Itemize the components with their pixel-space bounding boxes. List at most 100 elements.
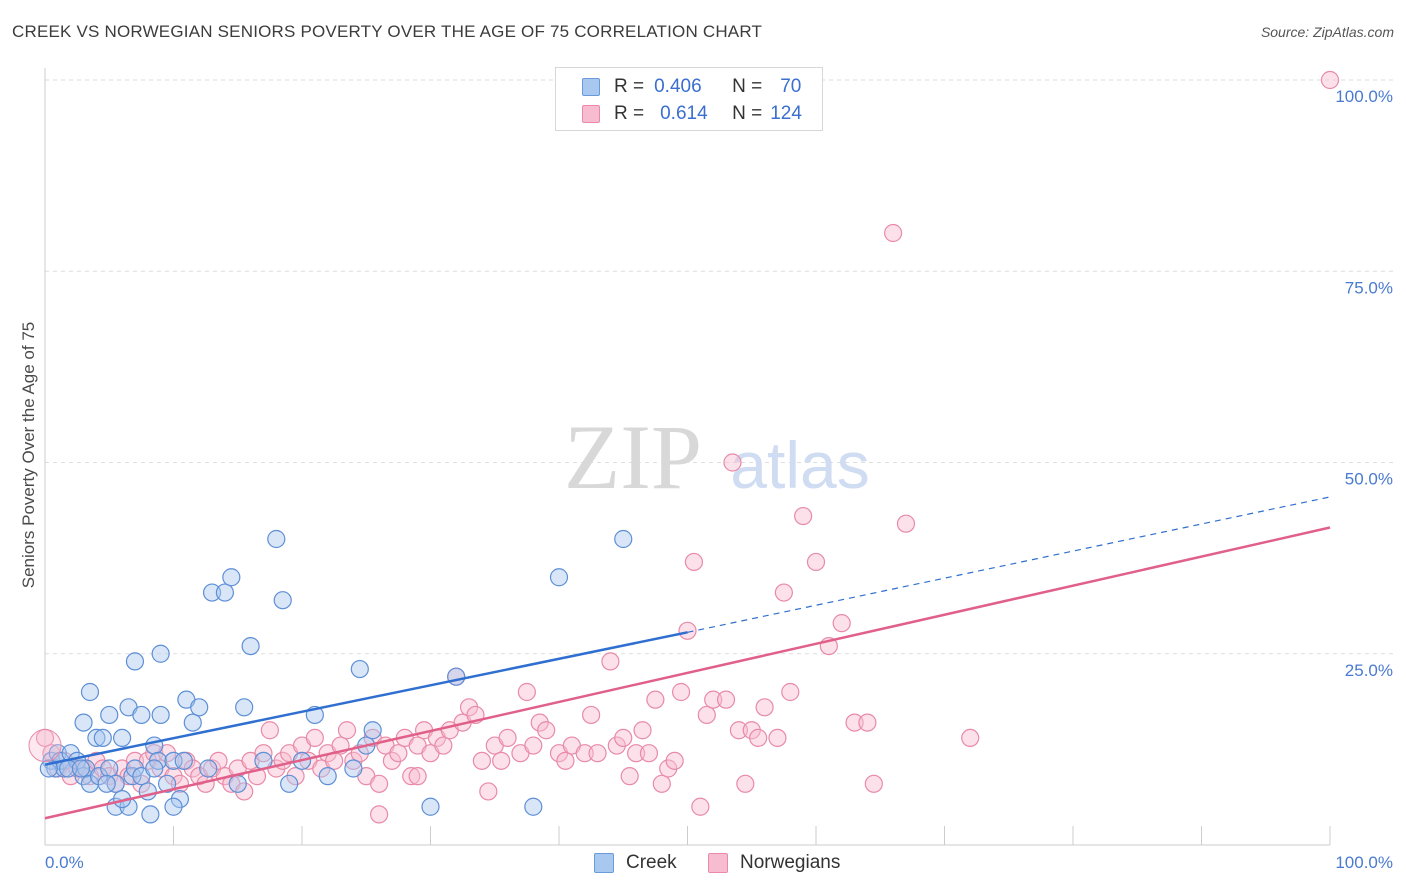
- chart-title: CREEK VS NORWEGIAN SENIORS POVERTY OVER …: [12, 22, 763, 41]
- y-tick-label: 100.0%: [1335, 87, 1393, 106]
- norwegians-point: [671, 682, 691, 702]
- creek-point: [151, 644, 170, 663]
- norwegians-point: [729, 721, 749, 740]
- norwegians-point: [652, 774, 671, 793]
- norwegians-point: [254, 744, 273, 763]
- norwegians-point: [883, 223, 903, 243]
- norwegians-point: [646, 690, 665, 709]
- norwegians-point: [524, 736, 543, 755]
- creek-point: [421, 797, 440, 816]
- creek-point: [157, 774, 177, 793]
- norwegians-point: [305, 728, 324, 748]
- creek-point: [228, 774, 247, 793]
- creek-point: [145, 759, 164, 778]
- creek-point: [100, 705, 119, 725]
- norwegians-point: [665, 751, 684, 770]
- norwegians-point: [1320, 70, 1340, 90]
- creek-point: [97, 774, 116, 793]
- creek-point: [89, 767, 109, 786]
- norwegians-point: [337, 721, 357, 740]
- norwegians-point: [575, 744, 594, 763]
- norwegians-point: [370, 805, 389, 824]
- legend-row-norwegians: R = 0.614 N = 124: [582, 101, 802, 127]
- norwegians-point: [582, 705, 601, 725]
- norwegians-point: [716, 690, 736, 709]
- creek-trend-line: [44, 631, 688, 766]
- creek-point: [267, 529, 286, 549]
- creek-point: [125, 652, 145, 671]
- creek-point: [87, 728, 106, 748]
- creek-point: [524, 797, 543, 816]
- bottom-legend-label: Norwegians: [740, 852, 841, 873]
- norwegians-point: [498, 728, 517, 748]
- creek-point: [447, 667, 466, 686]
- norwegians-point: [260, 721, 279, 740]
- legend-r-label: R =: [614, 76, 645, 97]
- norwegians-point: [639, 744, 659, 763]
- norwegians-point: [794, 506, 813, 526]
- creek-point: [93, 728, 112, 748]
- legend-n-value: 70: [780, 76, 802, 97]
- norwegians-trend-line: [44, 526, 1331, 820]
- creek-point: [80, 682, 100, 702]
- bottom-legend-swatch-creek: [594, 853, 614, 873]
- norwegians-point: [691, 797, 710, 816]
- norwegians-point: [697, 705, 716, 725]
- bottom-legend-norwegians: Norwegians: [708, 852, 840, 874]
- legend-n-label: N =: [732, 103, 763, 124]
- norwegians-point: [492, 751, 511, 770]
- norwegians-point: [755, 698, 774, 717]
- creek-point: [318, 767, 337, 786]
- norwegians-point: [736, 774, 755, 793]
- legend-r-label: R =: [614, 103, 645, 124]
- creek-point: [132, 705, 151, 725]
- norwegians-point: [864, 774, 883, 793]
- creek-point: [614, 529, 633, 549]
- creek-point: [71, 759, 91, 778]
- creek-point: [183, 713, 202, 732]
- watermark: ZIP atlas: [564, 406, 870, 508]
- norwegians-point: [845, 713, 864, 732]
- norwegians-point: [633, 721, 652, 740]
- creek-point: [100, 759, 119, 778]
- source-credit: Source: ZipAtlas.com: [1260, 24, 1394, 40]
- norwegians-point: [588, 744, 607, 763]
- norwegians-point: [28, 729, 62, 763]
- norwegians-point: [434, 736, 453, 755]
- norwegians-point: [832, 614, 851, 633]
- creek-point: [215, 583, 234, 602]
- norwegians-point: [556, 751, 575, 770]
- norwegians-point: [408, 767, 427, 786]
- bottom-legend-creek: Creek: [594, 852, 677, 874]
- creek-point: [549, 568, 569, 587]
- creek-point: [273, 591, 292, 610]
- norwegians-point: [704, 690, 723, 709]
- y-tick-label: 25.0%: [1345, 661, 1393, 680]
- trend-lines: [44, 496, 1331, 820]
- creek-point: [202, 583, 222, 602]
- creek-point: [363, 721, 382, 740]
- bottom-legend-swatch-norwegians: [708, 853, 728, 873]
- norwegians-point: [781, 682, 800, 702]
- legend-n-value: 124: [770, 103, 802, 124]
- norwegians-point: [389, 744, 408, 763]
- norwegians-point: [620, 767, 639, 786]
- creek-point: [141, 805, 160, 824]
- axes: [44, 68, 1331, 846]
- norwegians-point: [537, 721, 556, 740]
- creek-point: [74, 713, 93, 732]
- norwegians-point: [678, 621, 697, 640]
- norwegians-point: [601, 652, 620, 671]
- norwegians-point: [472, 751, 491, 770]
- creek-point: [112, 728, 132, 748]
- legend-r-value: 0.614: [660, 103, 708, 124]
- legend-swatch-creek: [582, 78, 600, 96]
- creek-point: [344, 759, 363, 778]
- legend-r-value: 0.406: [654, 76, 702, 97]
- tick-labels: 100.0% 75.0% 50.0% 25.0% 0.0% 100.0%: [45, 87, 1393, 872]
- legend-swatch-norwegians: [582, 105, 600, 123]
- norwegians-point: [479, 782, 498, 801]
- creek-point: [235, 698, 254, 717]
- norwegians-point: [370, 774, 389, 793]
